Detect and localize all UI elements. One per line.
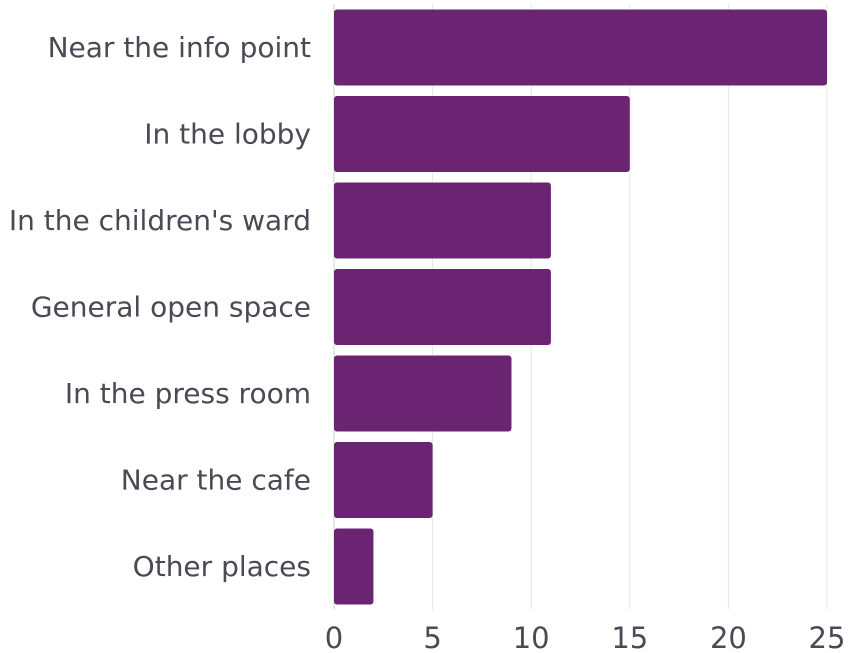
bar [334, 9, 827, 86]
bar [334, 355, 512, 432]
x-tick-label: 25 [809, 621, 846, 653]
category-label: Other places [133, 550, 311, 583]
category-label: In the press room [65, 377, 311, 410]
bar [334, 442, 433, 518]
x-tick-labels: 0 5 10 15 20 25 [325, 621, 846, 653]
x-tick-label: 10 [513, 621, 550, 653]
bar [334, 182, 551, 259]
x-tick-label: 20 [710, 621, 747, 653]
category-label: In the children's ward [9, 204, 311, 237]
bar [334, 528, 374, 605]
bar [334, 269, 551, 345]
x-tick-label: 5 [423, 621, 441, 653]
bar [334, 96, 630, 172]
x-tick-label: 0 [325, 621, 343, 653]
category-label: General open space [31, 291, 311, 324]
category-label: In the lobby [144, 118, 311, 151]
category-label: Near the cafe [121, 464, 311, 497]
category-labels: Near the info point In the lobby In the ch… [9, 31, 311, 583]
category-label: Near the info point [48, 31, 311, 64]
x-tick-label: 15 [611, 621, 648, 653]
bars [334, 9, 827, 605]
